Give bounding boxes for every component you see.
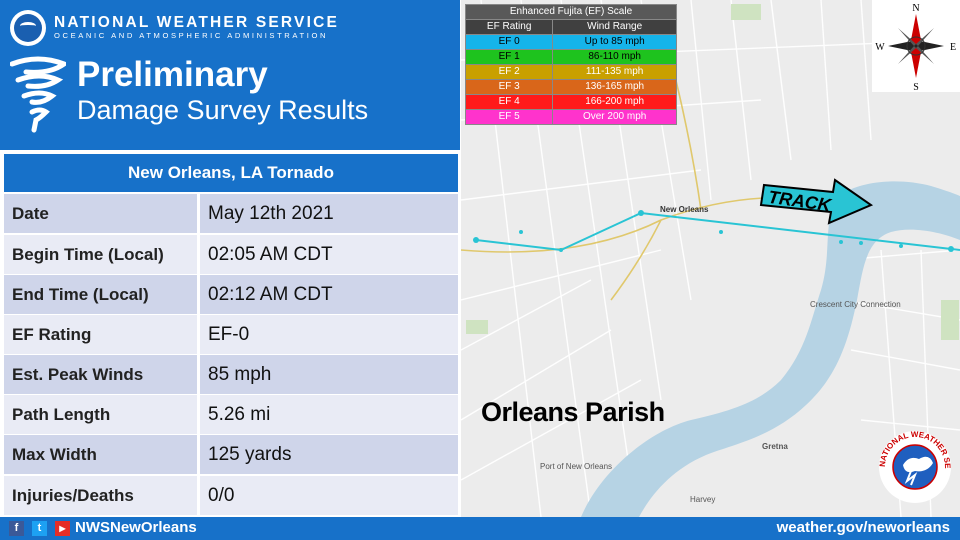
river-shape xyxy=(581,181,960,517)
ef-scale-table: Enhanced Fujita (EF) Scale EF Rating Win… xyxy=(464,4,677,125)
row-value-peak-winds: 85 mph xyxy=(200,355,458,394)
ef-rating: EF 1 xyxy=(464,49,554,65)
table-row: Max Width 125 yards xyxy=(4,435,458,474)
ef-row: EF 5 Over 200 mph xyxy=(464,109,677,125)
row-label-path-length: Path Length xyxy=(4,395,197,434)
website-link[interactable]: weather.gov/neworleans xyxy=(776,519,950,536)
ef-row: EF 2 111-135 mph xyxy=(464,64,677,80)
map-label-harvey: Harvey xyxy=(690,495,716,504)
compass-s: S xyxy=(913,82,919,92)
map-label-gretna: Gretna xyxy=(762,442,788,451)
table-row: Injuries/Deaths 0/0 xyxy=(4,476,458,515)
compass-e: E xyxy=(950,42,956,53)
ef-rating: EF 3 xyxy=(464,79,554,95)
header-banner: NATIONAL WEATHER SERVICE OCEANIC AND ATM… xyxy=(0,0,460,150)
survey-table: New Orleans, LA Tornado Date May 12th 20… xyxy=(0,150,460,517)
table-row: Est. Peak Winds 85 mph xyxy=(4,355,458,394)
org-subtitle: OCEANIC AND ATMOSPHERIC ADMINISTRATION xyxy=(54,31,329,40)
row-label-date: Date xyxy=(4,194,197,233)
map-label-crescent: Crescent City Connection xyxy=(810,300,901,309)
ef-rating: EF 5 xyxy=(464,109,554,125)
ef-wind: Up to 85 mph xyxy=(552,34,677,50)
row-label-begin-time: Begin Time (Local) xyxy=(4,235,197,274)
row-value-end-time: 02:12 AM CDT xyxy=(200,275,458,314)
twitter-icon[interactable]: t xyxy=(32,521,47,536)
compass-w: W xyxy=(875,42,885,53)
row-value-begin-time: 02:05 AM CDT xyxy=(200,235,458,274)
youtube-icon[interactable]: ▶ xyxy=(55,521,70,536)
social-handle[interactable]: NWSNewOrleans xyxy=(75,519,197,536)
parish-label: Orleans Parish xyxy=(481,397,665,427)
nws-logo-icon xyxy=(10,10,46,46)
facebook-icon[interactable]: f xyxy=(9,521,24,536)
ef-scale-title: Enhanced Fujita (EF) Scale xyxy=(465,4,677,20)
tornado-icon xyxy=(10,56,66,133)
page-title: Preliminary xyxy=(77,55,268,94)
map-label-port: Port of New Orleans xyxy=(540,462,613,471)
row-value-max-width: 125 yards xyxy=(200,435,458,474)
ef-row: EF 0 Up to 85 mph xyxy=(464,34,677,50)
compass-icon: N S W E xyxy=(875,3,956,93)
table-row: End Time (Local) 02:12 AM CDT xyxy=(4,275,458,314)
ef-wind: 86-110 mph xyxy=(552,49,677,65)
footer-bar: f t ▶ NWSNewOrleans weather.gov/neworlea… xyxy=(0,517,960,540)
table-row: Path Length 5.26 mi xyxy=(4,395,458,434)
ef-col-wind: Wind Range xyxy=(552,19,677,35)
row-value-injuries: 0/0 xyxy=(200,476,458,515)
ef-row: EF 3 136-165 mph xyxy=(464,79,677,95)
ef-wind: Over 200 mph xyxy=(552,109,677,125)
ef-row: EF 4 166-200 mph xyxy=(464,94,677,110)
table-row: Date May 12th 2021 xyxy=(4,194,458,233)
survey-heading: New Orleans, LA Tornado xyxy=(4,154,458,192)
row-label-injuries: Injuries/Deaths xyxy=(4,476,197,515)
row-value-ef-rating: EF-0 xyxy=(200,315,458,354)
ef-rating: EF 2 xyxy=(464,64,554,80)
row-value-path-length: 5.26 mi xyxy=(200,395,458,434)
ef-rating: EF 4 xyxy=(464,94,554,110)
row-label-end-time: End Time (Local) xyxy=(4,275,197,314)
page-subtitle: Damage Survey Results xyxy=(77,95,369,125)
ef-row: EF 1 86-110 mph xyxy=(464,49,677,65)
ef-wind: 136-165 mph xyxy=(552,79,677,95)
row-label-peak-winds: Est. Peak Winds xyxy=(4,355,197,394)
org-name: NATIONAL WEATHER SERVICE xyxy=(54,14,340,31)
compass-n: N xyxy=(912,3,919,14)
map-label-new-orleans: New Orleans xyxy=(660,205,709,214)
ef-col-rating: EF Rating xyxy=(464,19,554,35)
tornado-track xyxy=(475,211,960,252)
row-value-date: May 12th 2021 xyxy=(200,194,458,233)
ef-wind: 111-135 mph xyxy=(552,64,677,80)
row-label-max-width: Max Width xyxy=(4,435,197,474)
compass-rose: N S W E xyxy=(872,0,960,93)
row-label-ef-rating: EF Rating xyxy=(4,315,197,354)
track-arrow-icon xyxy=(759,178,874,225)
table-row: EF Rating EF-0 xyxy=(4,315,458,354)
ef-rating: EF 0 xyxy=(464,34,554,50)
table-row: Begin Time (Local) 02:05 AM CDT xyxy=(4,235,458,274)
ef-wind: 166-200 mph xyxy=(552,94,677,110)
nws-seal-icon: NATIONAL WEATHER SERVICE xyxy=(875,425,952,503)
